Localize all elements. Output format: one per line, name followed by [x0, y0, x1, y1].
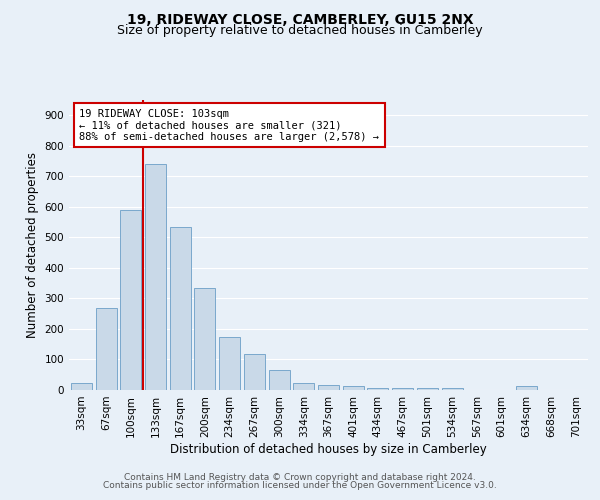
Text: Contains HM Land Registry data © Crown copyright and database right 2024.: Contains HM Land Registry data © Crown c… — [124, 472, 476, 482]
Bar — [293, 384, 314, 390]
Bar — [120, 210, 141, 390]
Text: 19, RIDEWAY CLOSE, CAMBERLEY, GU15 2NX: 19, RIDEWAY CLOSE, CAMBERLEY, GU15 2NX — [127, 12, 473, 26]
Bar — [269, 370, 290, 390]
Y-axis label: Number of detached properties: Number of detached properties — [26, 152, 39, 338]
Bar — [219, 336, 240, 390]
Bar — [442, 388, 463, 390]
Bar — [170, 226, 191, 390]
Bar — [95, 308, 116, 390]
Bar — [145, 164, 166, 390]
Text: 19 RIDEWAY CLOSE: 103sqm
← 11% of detached houses are smaller (321)
88% of semi-: 19 RIDEWAY CLOSE: 103sqm ← 11% of detach… — [79, 108, 379, 142]
Text: Size of property relative to detached houses in Camberley: Size of property relative to detached ho… — [117, 24, 483, 37]
Text: Distribution of detached houses by size in Camberley: Distribution of detached houses by size … — [170, 442, 487, 456]
Text: Contains public sector information licensed under the Open Government Licence v3: Contains public sector information licen… — [103, 481, 497, 490]
Bar — [516, 386, 537, 390]
Bar — [367, 388, 388, 390]
Bar — [318, 386, 339, 390]
Bar — [194, 288, 215, 390]
Bar — [392, 388, 413, 390]
Bar — [343, 386, 364, 390]
Bar — [71, 384, 92, 390]
Bar — [244, 354, 265, 390]
Bar — [417, 388, 438, 390]
